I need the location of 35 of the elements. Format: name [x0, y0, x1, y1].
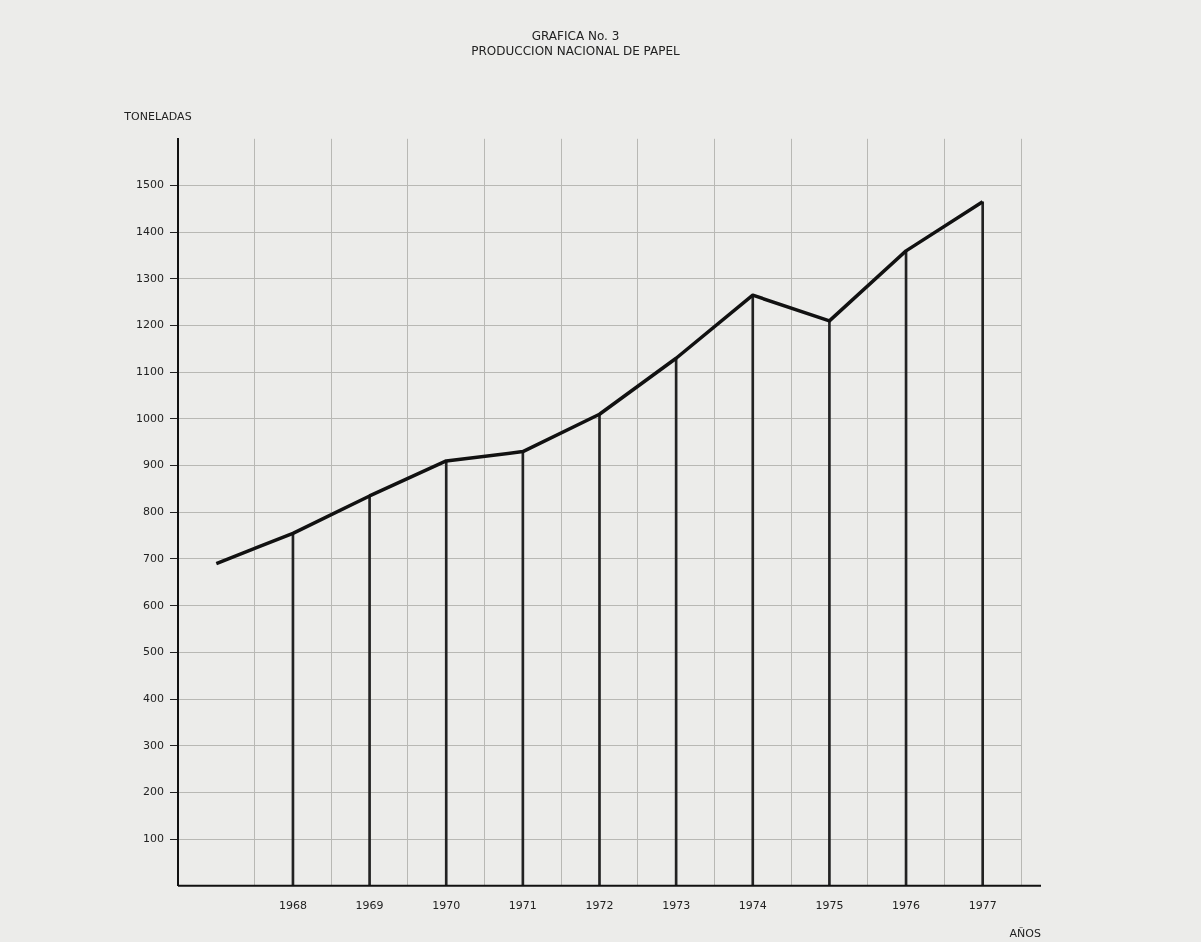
y-tick-label: 800 [142, 505, 164, 519]
x-tick-label: 1975 [815, 899, 844, 913]
y-tick-label: 1200 [135, 318, 164, 332]
y-tick-label: 500 [142, 645, 164, 659]
y-tick-label: 1300 [135, 271, 164, 285]
x-tick-label: 1969 [355, 899, 384, 913]
bar [368, 495, 371, 886]
y-tick-label: 1500 [135, 178, 164, 192]
x-tick-label: 1977 [968, 899, 997, 913]
x-axis-title: AÑOS [1009, 927, 1042, 941]
bar [981, 201, 985, 886]
x-tick-label: 1970 [432, 899, 461, 913]
bar [598, 413, 601, 886]
y-tick-label: 1000 [135, 411, 164, 425]
y-tick-label: 600 [142, 598, 164, 612]
x-tick-label: 1971 [508, 899, 537, 913]
y-tick-label: 100 [142, 831, 164, 845]
y-tick-label: 200 [142, 785, 164, 799]
bar [828, 320, 831, 886]
chart-subtitle: PRODUCCION NACIONAL DE PAPEL [471, 43, 681, 58]
x-tick-label: 1974 [738, 899, 767, 913]
y-tick-label: 700 [142, 551, 164, 565]
y-axis-title: TONELADAS [123, 110, 192, 124]
y-tick-label: 1100 [135, 365, 164, 379]
y-tick-label: 1400 [135, 225, 164, 239]
bar [751, 294, 755, 886]
bar [444, 460, 448, 886]
chart-title: GRAFICA No. 3 [531, 29, 620, 44]
x-tick-label: 1973 [662, 899, 691, 913]
y-tick-label: 300 [142, 738, 164, 752]
x-tick-label: 1968 [278, 899, 307, 913]
x-tick-label: 1976 [892, 899, 921, 913]
x-tick-label: 1972 [585, 899, 614, 913]
y-tick-label: 900 [142, 458, 164, 472]
y-tick-label: 400 [142, 691, 164, 705]
